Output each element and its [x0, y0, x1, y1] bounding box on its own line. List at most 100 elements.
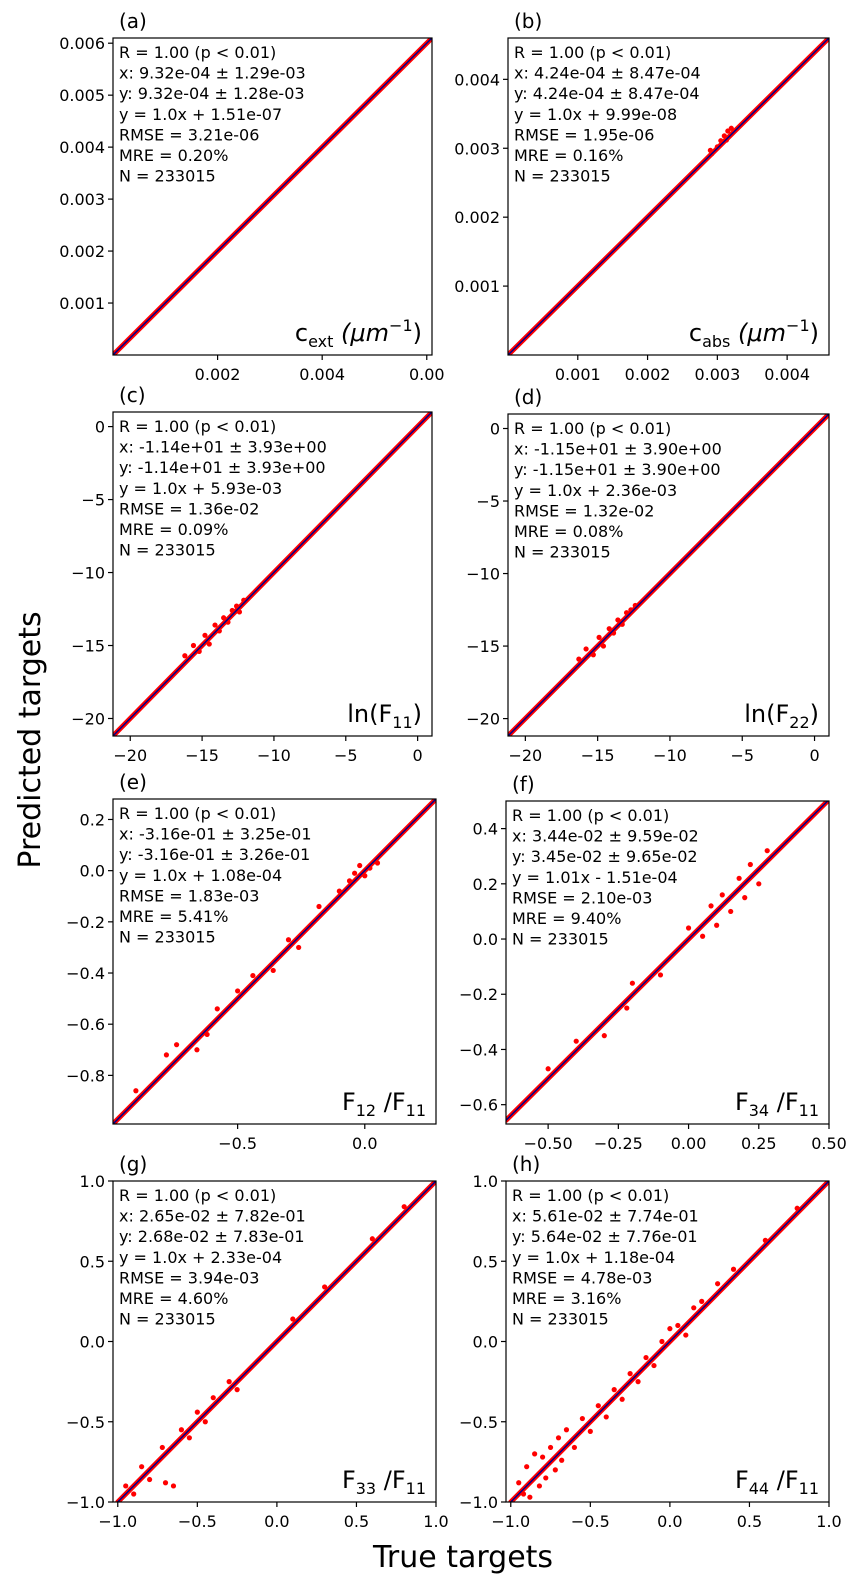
stats-line: y: -1.15e+01 ± 3.90e+00 — [514, 460, 721, 479]
scatter-point-1 — [190, 642, 197, 649]
x-tick-label: 0.5 — [737, 1512, 762, 1531]
stats-line: R = 1.00 (p < 0.01) — [119, 1186, 276, 1205]
stats-line: N = 233015 — [512, 1310, 609, 1329]
scatter-point-9 — [552, 1467, 558, 1473]
y-tick-label: 0.001 — [59, 294, 105, 313]
scatter-point-4 — [532, 1451, 538, 1457]
target-subscript: 11 — [406, 1479, 426, 1498]
fit-line — [113, 799, 436, 1124]
scatter-point-12 — [736, 875, 742, 881]
y-tick-label: 0.003 — [59, 190, 105, 209]
scatter-point-6 — [725, 128, 731, 134]
x-tick-label: −5 — [334, 746, 358, 765]
scatter-point-1 — [131, 1491, 137, 1497]
target-unit: (μm — [730, 319, 786, 347]
stats-line: y: 5.64e-02 ± 7.76e-01 — [512, 1227, 698, 1246]
scatter-point-6 — [170, 1483, 177, 1489]
y-tick-label: 0.0 — [473, 930, 498, 949]
y-tick-label: −15 — [466, 637, 500, 656]
target-base: c — [689, 319, 702, 347]
scatter-point-3 — [194, 1047, 200, 1053]
target-label: F33 /F11 — [342, 1466, 426, 1498]
panels: 0.002 0.004 0.000.0010.0020.0030.0040.0050… — [59, 9, 847, 1531]
x-tick-label: −10 — [257, 746, 291, 765]
stats-line: RMSE = 1.95e-06 — [514, 125, 654, 144]
y-tick-label: −10 — [466, 565, 500, 584]
scatter-point-9 — [194, 1409, 200, 1415]
scatter-point-3 — [527, 1494, 533, 1500]
scatter-point-3 — [146, 1476, 153, 1483]
target-subscript: 44 — [749, 1479, 769, 1498]
y-tick-label: −10 — [71, 564, 105, 583]
scatter-point-28 — [691, 1305, 697, 1311]
y-tick-label: −0.8 — [66, 1066, 105, 1085]
x-tick-label: 0.0 — [657, 1512, 682, 1531]
scatter-point-17 — [603, 1414, 609, 1420]
target-subscript: 22 — [789, 713, 809, 732]
stats-line: RMSE = 3.21e-06 — [119, 125, 259, 144]
scatter-point-0 — [545, 1066, 551, 1072]
scatter-point-2 — [590, 652, 596, 658]
stats-line: y = 1.0x + 1.08e-04 — [119, 866, 282, 885]
x-tick-label: −15 — [581, 746, 615, 765]
scatter-point-27 — [683, 1332, 689, 1338]
scatter-point-13 — [346, 878, 353, 884]
panel-c: −20 −15 −10 −5 0 −20 −15 −10 −5 0 (c) R = 1.00 (p <… — [71, 383, 433, 765]
x-tick-label: 0.003 — [694, 365, 740, 384]
scatter-point-11 — [316, 903, 322, 910]
scatter-point-3 — [202, 632, 208, 638]
stats-line: y = 1.01x - 1.51e-04 — [512, 868, 678, 887]
y-tick-label: −0.6 — [66, 1015, 105, 1034]
stats-line: x: -1.14e+01 ± 3.93e+00 — [119, 438, 327, 457]
y-tick-label: −5 — [81, 491, 105, 510]
scatter-point-5 — [606, 626, 612, 632]
stats-line: y = 1.0x + 2.36e-03 — [514, 481, 677, 500]
panel-f: −0.50 −0.25 0.00 0.25 0.50 −0.6 −0.4 −0.2 0.0 0.2… — [459, 772, 847, 1153]
target-base: ln(F — [347, 700, 392, 728]
x-tick-label: −5 — [730, 746, 754, 765]
stats-line: MRE = 0.16% — [514, 146, 623, 165]
stats-line: y = 1.0x + 5.93e-03 — [119, 479, 282, 498]
stats-line: x: 2.65e-02 ± 7.82e-01 — [119, 1207, 306, 1226]
y-tick-label: −0.2 — [459, 985, 498, 1004]
scatter-point-26 — [675, 1322, 681, 1329]
stats-line: y: 3.45e-02 ± 9.65e-02 — [512, 847, 698, 866]
scatter-point-18 — [352, 870, 358, 876]
x-tick-label: 1.0 — [423, 1512, 448, 1531]
y-tick-label: 0.0 — [80, 1333, 105, 1352]
plot-area — [113, 38, 432, 355]
scatter-point-8 — [186, 1435, 192, 1441]
plot-area — [113, 799, 436, 1124]
panel-h: −1.0 −0.5 0.0 0.5 1.0 −1.0 −0.5 0.0 0.5 1.0 (h) R =… — [459, 1152, 842, 1531]
scatter-point-9 — [714, 922, 720, 928]
x-tick-label: 0.002 — [195, 365, 241, 384]
panel-e: −0.5 0.0 −0.8 −0.6 −0.4 −0.2 0.0 0.2 (e) R = 1.00… — [66, 770, 437, 1153]
scatter-point-2 — [601, 1033, 607, 1039]
scatter-point-1 — [573, 1038, 579, 1044]
y-tick-label: 0.2 — [473, 875, 498, 894]
stats-line: y: 4.24e-04 ± 8.47e-04 — [514, 84, 700, 103]
x-tick-label: −20 — [508, 746, 542, 765]
axes-frame — [505, 800, 830, 1125]
stats-line: R = 1.00 (p < 0.01) — [119, 43, 276, 62]
stats-line: MRE = 4.60% — [119, 1289, 228, 1308]
stats-line: R = 1.00 (p < 0.01) — [119, 804, 276, 823]
scatter-point-16 — [764, 848, 770, 854]
y-tick-label: 0 — [95, 418, 105, 437]
scatter-point-22 — [643, 1354, 649, 1361]
scatter-point-4 — [159, 1444, 165, 1451]
plot-area — [508, 414, 829, 736]
scatter-point-25 — [667, 1326, 673, 1332]
y-tick-label: 0.2 — [80, 810, 105, 829]
fit-line — [117, 1181, 436, 1502]
panel-a: 0.002 0.004 0.00 0.001 0.002 0.003 0.004 0.005 0… — [59, 9, 444, 384]
scatter-point-2 — [714, 144, 720, 150]
scatter-point-7 — [221, 615, 227, 621]
scatter-point-23 — [651, 1362, 657, 1369]
scatter-point-3 — [718, 138, 724, 144]
stats-line: R = 1.00 (p < 0.01) — [512, 806, 669, 825]
x-tick-label: 0 — [809, 746, 819, 765]
stats-line: N = 233015 — [119, 1310, 216, 1329]
scatter-point-16 — [595, 1403, 601, 1409]
target-subscript: 11 — [392, 713, 412, 732]
